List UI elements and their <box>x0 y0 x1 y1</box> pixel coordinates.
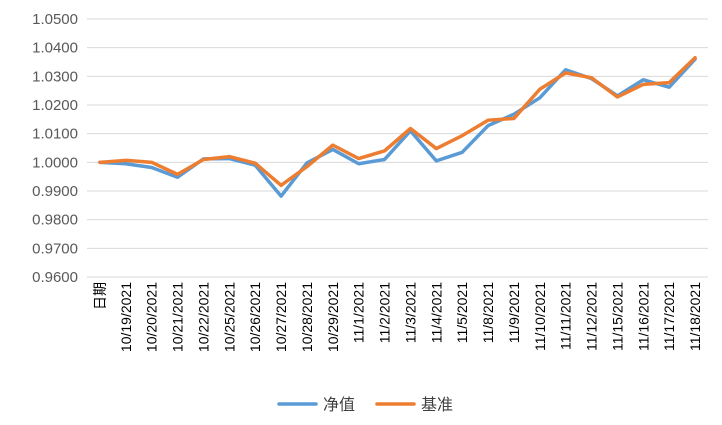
x-tick-label: 11/15/2021 <box>609 282 625 351</box>
y-tick-label: 0.9800 <box>32 212 78 229</box>
x-tick-label: 11/5/2021 <box>454 282 470 343</box>
series-line-nav <box>98 57 697 198</box>
legend-item: 基准 <box>375 395 453 414</box>
x-tick-label: 11/1/2021 <box>351 282 367 343</box>
x-tick-label: 11/17/2021 <box>661 282 677 351</box>
x-tick-label: 10/20/2021 <box>144 282 160 352</box>
x-tick-label: 11/10/2021 <box>532 282 548 351</box>
legend-item: 净值 <box>277 395 355 414</box>
x-tick-label: 11/4/2021 <box>428 282 444 343</box>
x-tick-label: 11/16/2021 <box>635 282 651 351</box>
x-tick-label: 10/27/2021 <box>273 282 289 352</box>
x-axis-ticks: 日期 10/19/2021 10/20/2021 10/21/2021 10/22/20… <box>92 282 703 352</box>
x-tick-label: 10/19/2021 <box>118 282 134 352</box>
y-tick-label: 0.9900 <box>32 183 78 200</box>
gridlines <box>87 18 708 278</box>
y-tick-label: 0.9600 <box>32 269 78 286</box>
x-tick-label: 11/12/2021 <box>584 282 600 351</box>
x-tick-label: 日期 <box>92 282 108 310</box>
y-tick-label: 1.0200 <box>32 97 78 114</box>
y-tick-label: 1.0500 <box>32 11 78 28</box>
x-tick-label: 11/9/2021 <box>506 282 522 343</box>
x-tick-label: 10/28/2021 <box>299 282 315 352</box>
x-tick-label: 11/3/2021 <box>402 282 418 343</box>
x-tick-label: 11/2/2021 <box>377 282 393 343</box>
x-tick-label: 10/21/2021 <box>170 282 186 352</box>
series-lines <box>98 55 697 198</box>
x-tick-label: 11/11/2021 <box>558 282 574 350</box>
series-line-benchmark <box>98 55 697 188</box>
y-tick-label: 1.0400 <box>32 40 78 57</box>
y-tick-label: 1.0100 <box>32 126 78 143</box>
x-tick-label: 10/26/2021 <box>247 282 263 352</box>
y-tick-label: 1.0300 <box>32 68 78 85</box>
y-tick-label: 1.0000 <box>32 154 78 171</box>
legend-label: 净值 <box>323 395 355 414</box>
legend: 净值 基准 <box>277 395 453 414</box>
x-tick-label: 10/25/2021 <box>221 282 237 352</box>
y-axis-ticks: 0.9600 0.9700 0.9800 0.9900 1.0000 1.0100 1.02… <box>32 11 78 286</box>
x-tick-label: 11/8/2021 <box>480 282 496 343</box>
x-tick-label: 10/22/2021 <box>195 282 211 352</box>
x-tick-label: 10/29/2021 <box>325 282 341 352</box>
legend-label: 基准 <box>421 395 453 414</box>
x-tick-label: 11/18/2021 <box>687 282 703 351</box>
y-tick-label: 0.9700 <box>32 240 78 257</box>
